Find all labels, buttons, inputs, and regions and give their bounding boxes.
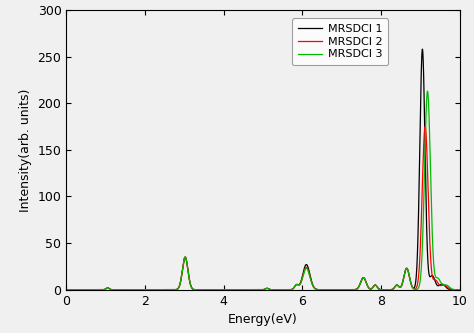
MRSDCI 2 bbox=[422, 125, 428, 129]
MRSDCI 1 bbox=[64, 288, 69, 292]
MRSDCI 1 bbox=[256, 288, 262, 292]
MRSDCI 1 bbox=[87, 288, 93, 292]
MRSDCI 2 bbox=[436, 282, 442, 286]
MRSDCI 2 bbox=[256, 288, 262, 292]
MRSDCI 1 bbox=[436, 284, 442, 288]
MRSDCI 3 bbox=[425, 89, 430, 93]
MRSDCI 1 bbox=[419, 47, 425, 51]
Y-axis label: Intensity(arb. units): Intensity(arb. units) bbox=[19, 88, 32, 211]
MRSDCI 3 bbox=[141, 288, 146, 292]
MRSDCI 2 bbox=[457, 288, 463, 292]
Line: MRSDCI 2: MRSDCI 2 bbox=[66, 127, 460, 290]
MRSDCI 1 bbox=[80, 288, 85, 292]
MRSDCI 1 bbox=[65, 288, 71, 292]
MRSDCI 2 bbox=[87, 288, 93, 292]
MRSDCI 2 bbox=[80, 288, 85, 292]
MRSDCI 1 bbox=[457, 288, 463, 292]
Legend: MRSDCI 1, MRSDCI 2, MRSDCI 3: MRSDCI 1, MRSDCI 2, MRSDCI 3 bbox=[292, 18, 388, 65]
Line: MRSDCI 1: MRSDCI 1 bbox=[66, 49, 460, 290]
MRSDCI 3 bbox=[87, 288, 93, 292]
MRSDCI 3 bbox=[256, 288, 262, 292]
Line: MRSDCI 3: MRSDCI 3 bbox=[66, 91, 460, 290]
MRSDCI 3 bbox=[65, 288, 71, 292]
MRSDCI 3 bbox=[457, 288, 463, 292]
MRSDCI 2 bbox=[141, 288, 146, 292]
MRSDCI 1 bbox=[141, 288, 146, 292]
MRSDCI 2 bbox=[64, 288, 69, 292]
MRSDCI 2 bbox=[65, 288, 71, 292]
X-axis label: Energy(eV): Energy(eV) bbox=[228, 313, 298, 326]
MRSDCI 3 bbox=[436, 277, 442, 281]
MRSDCI 3 bbox=[64, 288, 69, 292]
MRSDCI 3 bbox=[80, 288, 85, 292]
